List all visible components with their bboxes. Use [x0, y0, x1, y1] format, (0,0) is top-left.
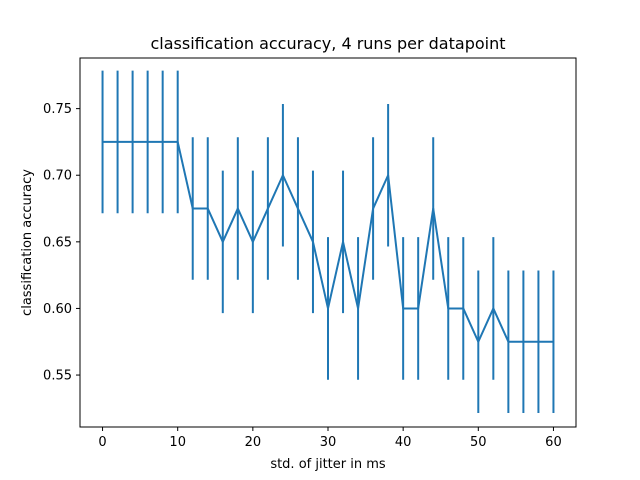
y-tick-label: 0.70 — [43, 169, 72, 184]
x-tick-label: 20 — [245, 435, 262, 450]
x-tick-label: 10 — [169, 435, 186, 450]
x-tick-label: 0 — [98, 435, 106, 450]
x-tick-label: 60 — [545, 435, 562, 450]
x-tick-label: 40 — [395, 435, 412, 450]
x-tick-label: 50 — [470, 435, 487, 450]
y-tick-label: 0.55 — [43, 369, 72, 384]
chart-title: classification accuracy, 4 runs per data… — [151, 34, 506, 53]
plot-area — [101, 70, 555, 414]
series-line — [102, 140, 554, 343]
x-axis: 0 10 20 30 40 50 60 — [98, 427, 562, 450]
y-tick-label: 0.65 — [43, 235, 72, 250]
y-axis: 0.55 0.60 0.65 0.70 0.75 — [43, 102, 80, 384]
x-tick-label: 30 — [320, 435, 337, 450]
x-axis-label: std. of jitter in ms — [270, 457, 386, 472]
y-tick-label: 0.60 — [43, 302, 72, 317]
y-axis-label: classification accuracy — [20, 169, 35, 316]
y-tick-label: 0.75 — [43, 102, 72, 117]
